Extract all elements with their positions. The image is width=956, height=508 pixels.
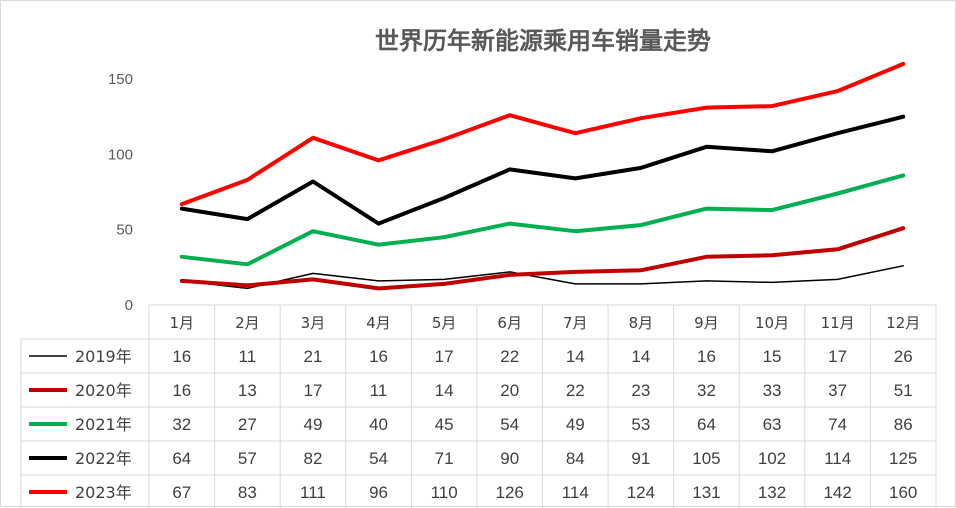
data-cell: 45 [435,415,454,434]
data-cell: 54 [500,415,519,434]
y-axis: 0 50 100 150 [108,71,133,314]
data-cell: 49 [303,415,322,434]
data-cell: 11 [239,347,257,366]
data-cell: 132 [758,483,786,502]
series-line-2021年 [179,173,906,267]
series-line-2020年 [179,226,906,291]
series-line-2023年 [179,61,906,207]
data-cell: 125 [889,449,917,468]
series-label: 2022年 [75,449,132,468]
data-cell: 49 [566,415,585,434]
category-label: 2月 [235,314,260,332]
category-label: 3月 [301,314,326,332]
series-label: 2023年 [75,483,132,502]
data-cell: 126 [496,483,524,502]
category-label: 10月 [755,314,789,332]
data-cell: 105 [692,449,720,468]
data-cell: 17 [303,381,322,400]
data-cell: 57 [238,449,257,468]
data-cell: 15 [763,347,782,366]
data-cell: 114 [562,483,589,502]
data-cell: 16 [172,347,191,366]
data-cell: 17 [828,347,847,366]
data-cell: 67 [172,483,191,502]
y-tick-label: 100 [108,146,133,163]
data-cell: 13 [238,381,257,400]
data-cell: 14 [631,347,650,366]
data-cell: 14 [566,347,585,366]
data-cell: 111 [300,483,326,502]
plot-area [179,61,906,291]
series-line-2022年 [179,114,906,226]
data-cell: 16 [369,347,388,366]
data-cell: 71 [435,449,454,468]
data-cell: 16 [697,347,716,366]
category-label: 4月 [366,314,391,332]
data-cell: 96 [369,483,388,502]
category-label: 7月 [563,314,588,332]
data-cell: 26 [894,347,913,366]
data-cell: 110 [431,483,458,502]
data-cell: 53 [631,415,650,434]
data-cell: 102 [758,449,786,468]
y-tick-label: 50 [116,222,133,239]
data-cell: 21 [303,347,322,366]
data-cell: 63 [763,415,782,434]
data-cell: 131 [692,483,720,502]
y-tick-label: 150 [108,71,133,88]
data-cell: 124 [627,483,655,502]
data-cell: 17 [435,347,454,366]
data-cell: 83 [238,483,257,502]
y-tick-label: 0 [125,297,133,314]
data-cell: 11 [370,381,388,400]
chart-title: 世界历年新能源乘用车销量走势 [375,27,711,55]
series-label: 2021年 [75,415,132,434]
data-cell: 33 [763,381,782,400]
category-label: 5月 [432,314,457,332]
data-table-grid [20,304,937,508]
category-label: 11月 [821,314,855,332]
data-cell: 27 [238,415,257,434]
data-cell: 90 [500,449,519,468]
data-cell: 91 [631,449,650,468]
data-cell: 32 [697,381,716,400]
data-cell: 84 [566,449,585,468]
data-cell: 64 [172,449,191,468]
category-label: 8月 [629,314,654,332]
data-cell: 64 [697,415,716,434]
data-cell: 40 [369,415,388,434]
data-cell: 160 [889,483,917,502]
category-label: 9月 [694,314,719,332]
data-cell: 142 [823,483,851,502]
data-cell: 14 [435,381,454,400]
data-cell: 54 [369,449,388,468]
data-cell: 23 [631,381,650,400]
data-cell: 32 [172,415,191,434]
data-cell: 86 [894,415,913,434]
data-cell: 22 [500,347,519,366]
category-label: 6月 [497,314,522,332]
series-label: 2019年 [75,347,132,366]
series-line-2019年 [181,265,904,290]
data-cell: 16 [172,381,191,400]
data-table: 1月 2月 3月 4月 5月 6月 7月 8月 9月 10月 11月 12月 2019年 16 11 21 16… [29,314,920,502]
category-label: 12月 [886,314,920,332]
data-cell: 51 [894,381,913,400]
data-cell: 22 [566,381,585,400]
data-cell: 114 [824,449,851,468]
series-label: 2020年 [75,381,132,400]
data-cell: 20 [500,381,519,400]
data-cell: 37 [828,381,847,400]
category-label: 1月 [170,314,195,332]
data-cell: 74 [828,415,847,434]
data-cell: 82 [303,449,322,468]
